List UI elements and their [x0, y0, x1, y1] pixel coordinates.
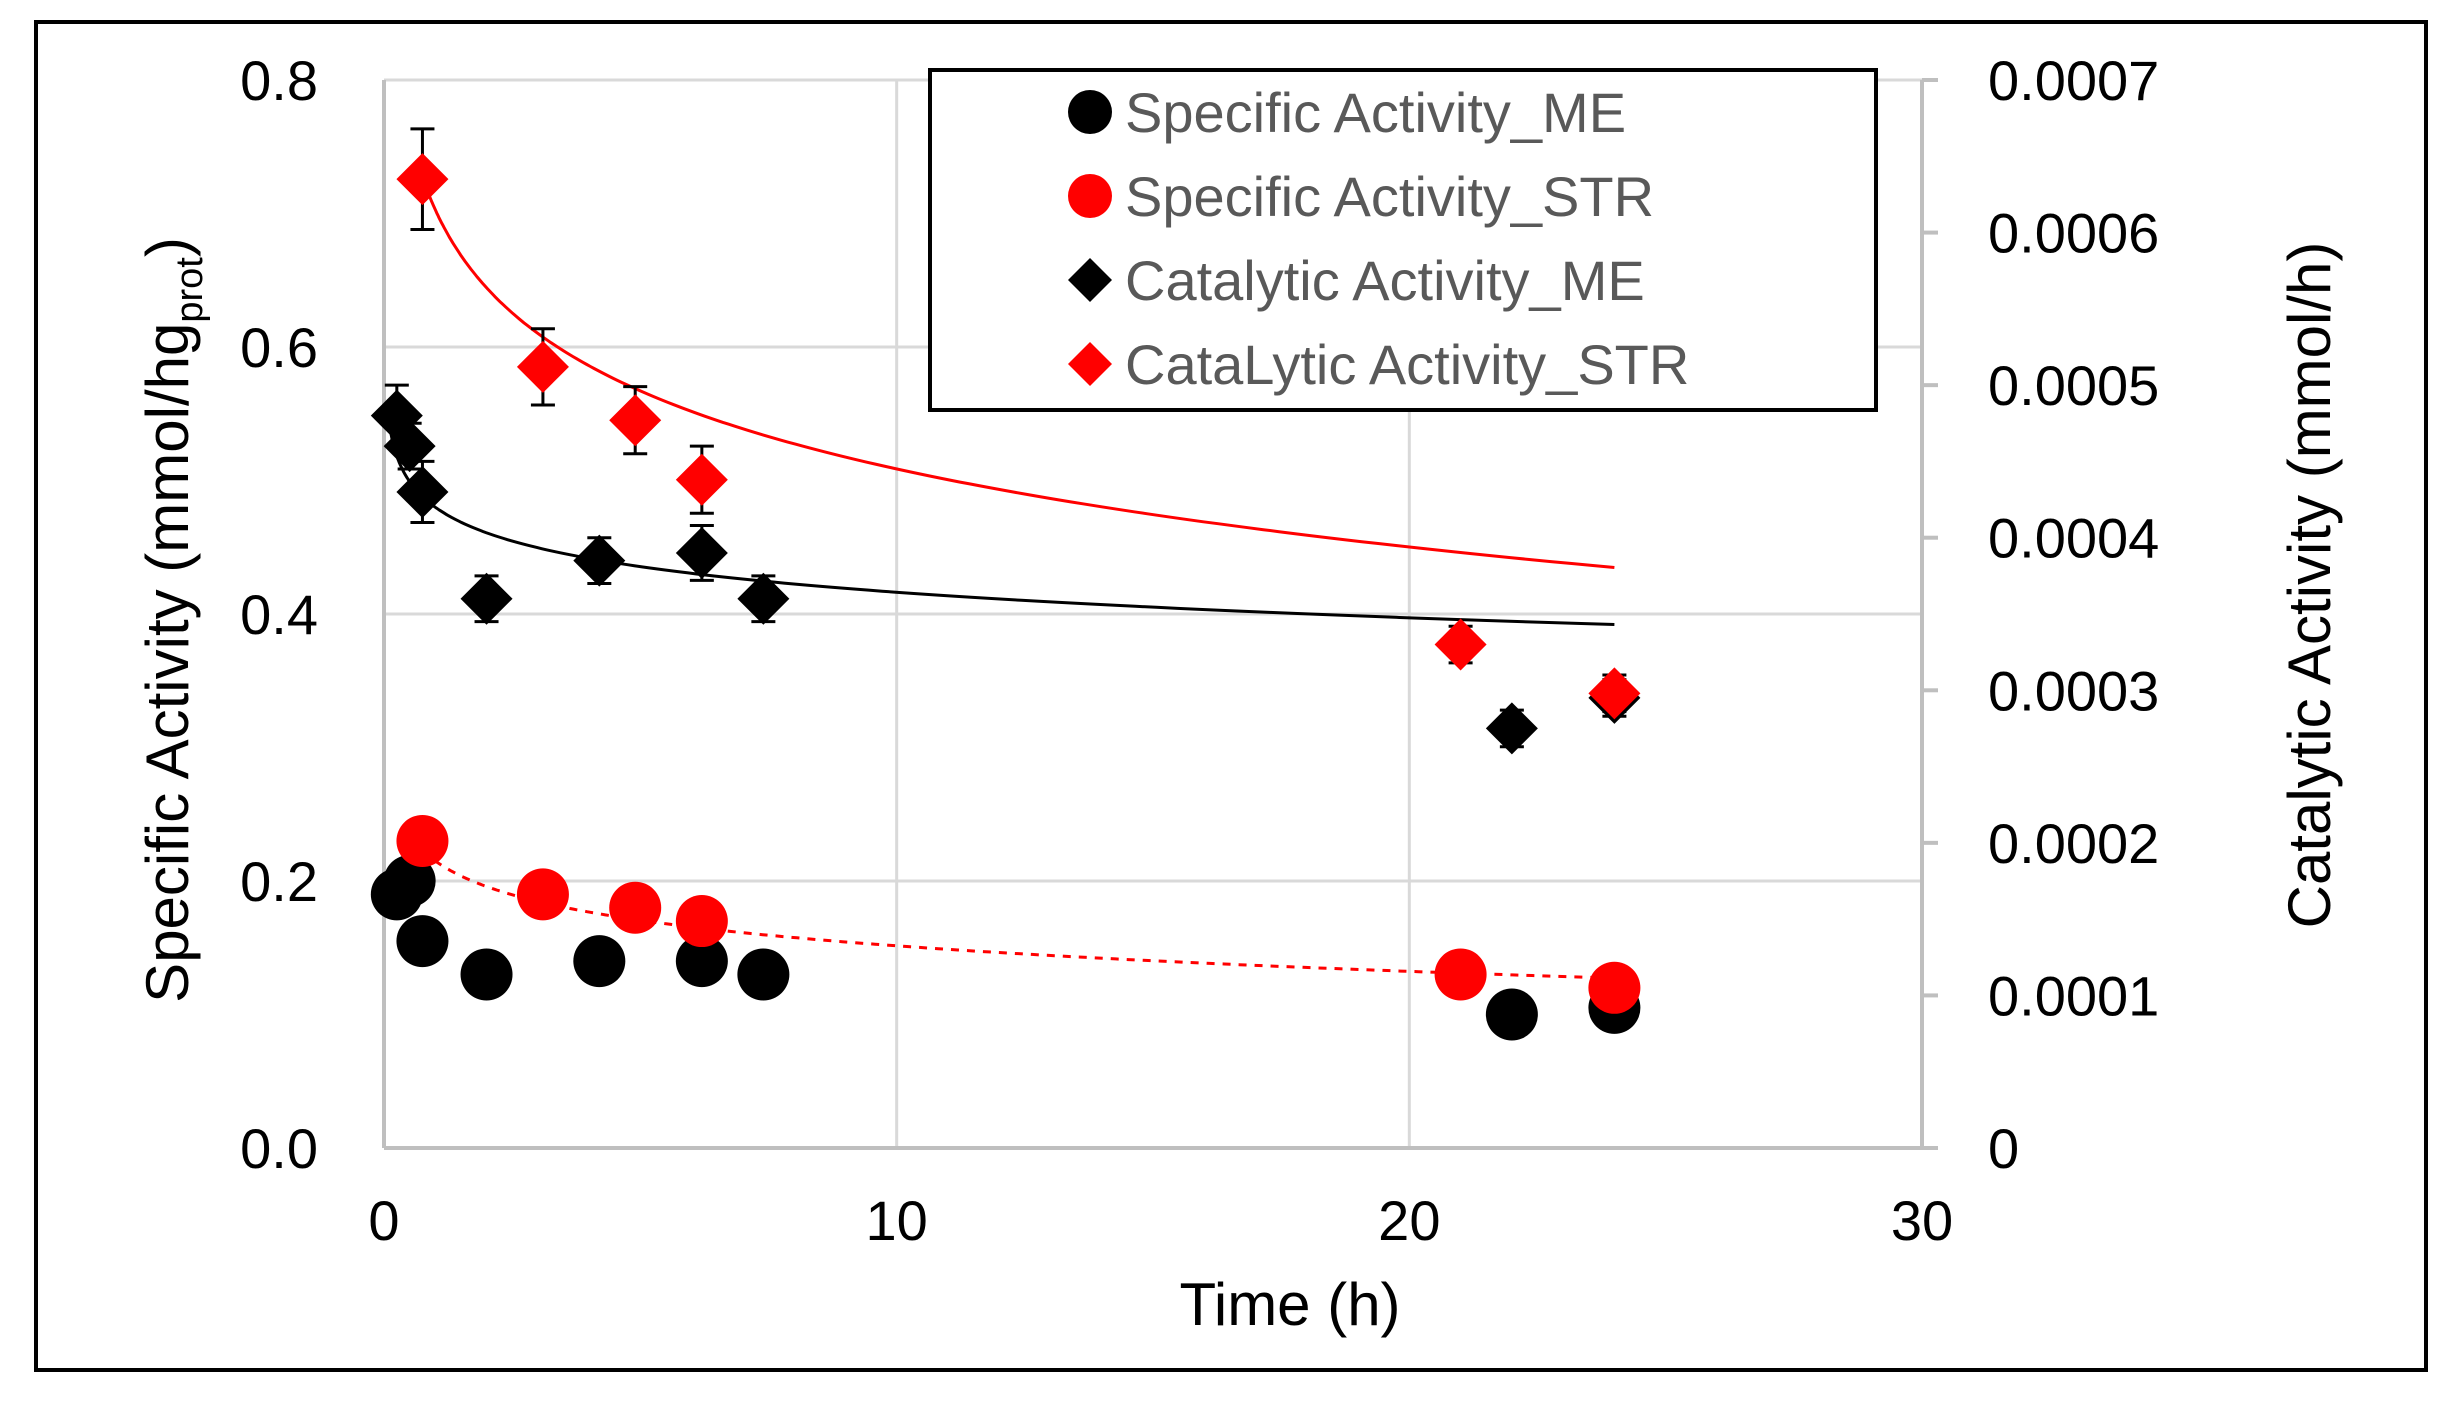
data-point-circle: [516, 868, 569, 921]
y-left-tick-label: 0.2: [240, 850, 318, 913]
data-point-diamond: [737, 572, 790, 625]
y-left-tick-label: 0.0: [240, 1117, 318, 1180]
data-point-circle: [609, 881, 662, 934]
y-axis-title-left: Specific Activity (mmol/hgprot): [134, 237, 211, 1003]
y-axis-title-left-main: Specific Activity (mmol/hg: [134, 323, 201, 1003]
y-right-tick-label: 0.0001: [1988, 964, 2159, 1027]
data-point-circle: [675, 935, 728, 988]
data-point-diamond: [675, 526, 728, 579]
y-axis-title-right: Catalytic Activity (mmol/h): [2276, 242, 2343, 929]
x-tick-label: 20: [1378, 1189, 1440, 1252]
legend-item-specific-str: Specific Activity_STR: [1068, 165, 1654, 228]
y-left-tick-label: 0.4: [240, 583, 318, 646]
data-point-circle: [396, 814, 449, 867]
fit-line: [387, 421, 1615, 626]
y-axis-title-left-subscript: prot: [169, 257, 211, 323]
y-right-tick-label: 0: [1988, 1117, 2019, 1180]
y-left-tick-label: 0.8: [240, 49, 318, 112]
legend-marker-circle-black: [1068, 90, 1112, 134]
data-point-diamond: [516, 340, 569, 393]
x-tick-label: 0: [368, 1189, 399, 1252]
legend-item-specific-me: Specific Activity_ME: [1068, 81, 1626, 144]
data-point-circle: [675, 895, 728, 948]
legend: Specific Activity_ME Specific Activity_S…: [928, 68, 1878, 412]
data-marks: [370, 127, 1641, 1041]
legend-label: CataLytic Activity_STR: [1125, 333, 1689, 396]
legend-marker-circle-red: [1068, 174, 1112, 218]
data-point-diamond: [609, 394, 662, 447]
y-left-tick-label: 0.6: [240, 316, 318, 379]
data-point-circle: [573, 935, 626, 988]
axes: 0 10 20 30 0.0 0.2 0.4 0.6 0.8 0 0.0001 0.0002 0.000…: [240, 49, 2159, 1252]
legend-label: Specific Activity_STR: [1125, 165, 1654, 228]
x-tick-label: 30: [1891, 1189, 1953, 1252]
data-point-circle: [460, 948, 513, 1001]
x-axis-title: Time (h): [1179, 1271, 1400, 1338]
fit-line: [421, 849, 1615, 980]
data-point-circle: [1588, 961, 1641, 1014]
legend-item-catalytic-str: CataLytic Activity_STR: [1068, 333, 1689, 396]
y-axis-title-left-close: ): [134, 237, 201, 257]
legend-item-catalytic-me: Catalytic Activity_ME: [1068, 249, 1645, 312]
data-point-diamond: [396, 153, 449, 206]
data-point-circle: [737, 948, 790, 1001]
y-right-tick-label: 0.0007: [1988, 49, 2159, 112]
legend-marker-diamond-black: [1068, 258, 1112, 302]
data-point-circle: [1485, 988, 1538, 1041]
y-right-tick-label: 0.0002: [1988, 812, 2159, 875]
data-point-circle: [396, 915, 449, 968]
legend-label: Catalytic Activity_ME: [1125, 249, 1645, 312]
legend-marker-diamond-red: [1068, 342, 1112, 386]
legend-label: Specific Activity_ME: [1125, 81, 1626, 144]
y-right-tick-label: 0.0003: [1988, 659, 2159, 722]
y-right-tick-label: 0.0006: [1988, 202, 2159, 265]
data-point-diamond: [573, 534, 626, 587]
data-point-diamond: [1588, 667, 1641, 720]
x-tick-label: 10: [866, 1189, 928, 1252]
data-point-circle: [1434, 948, 1487, 1001]
data-point-diamond: [460, 572, 513, 625]
data-point-diamond: [1434, 618, 1487, 671]
data-point-diamond: [675, 453, 728, 506]
data-point-circle: [383, 855, 436, 907]
fit-line: [418, 169, 1615, 569]
y-right-tick-label: 0.0004: [1988, 507, 2159, 570]
data-point-diamond: [396, 465, 449, 518]
data-point-diamond: [383, 420, 436, 473]
y-right-tick-label: 0.0005: [1988, 354, 2159, 417]
data-point-diamond: [1485, 702, 1538, 755]
